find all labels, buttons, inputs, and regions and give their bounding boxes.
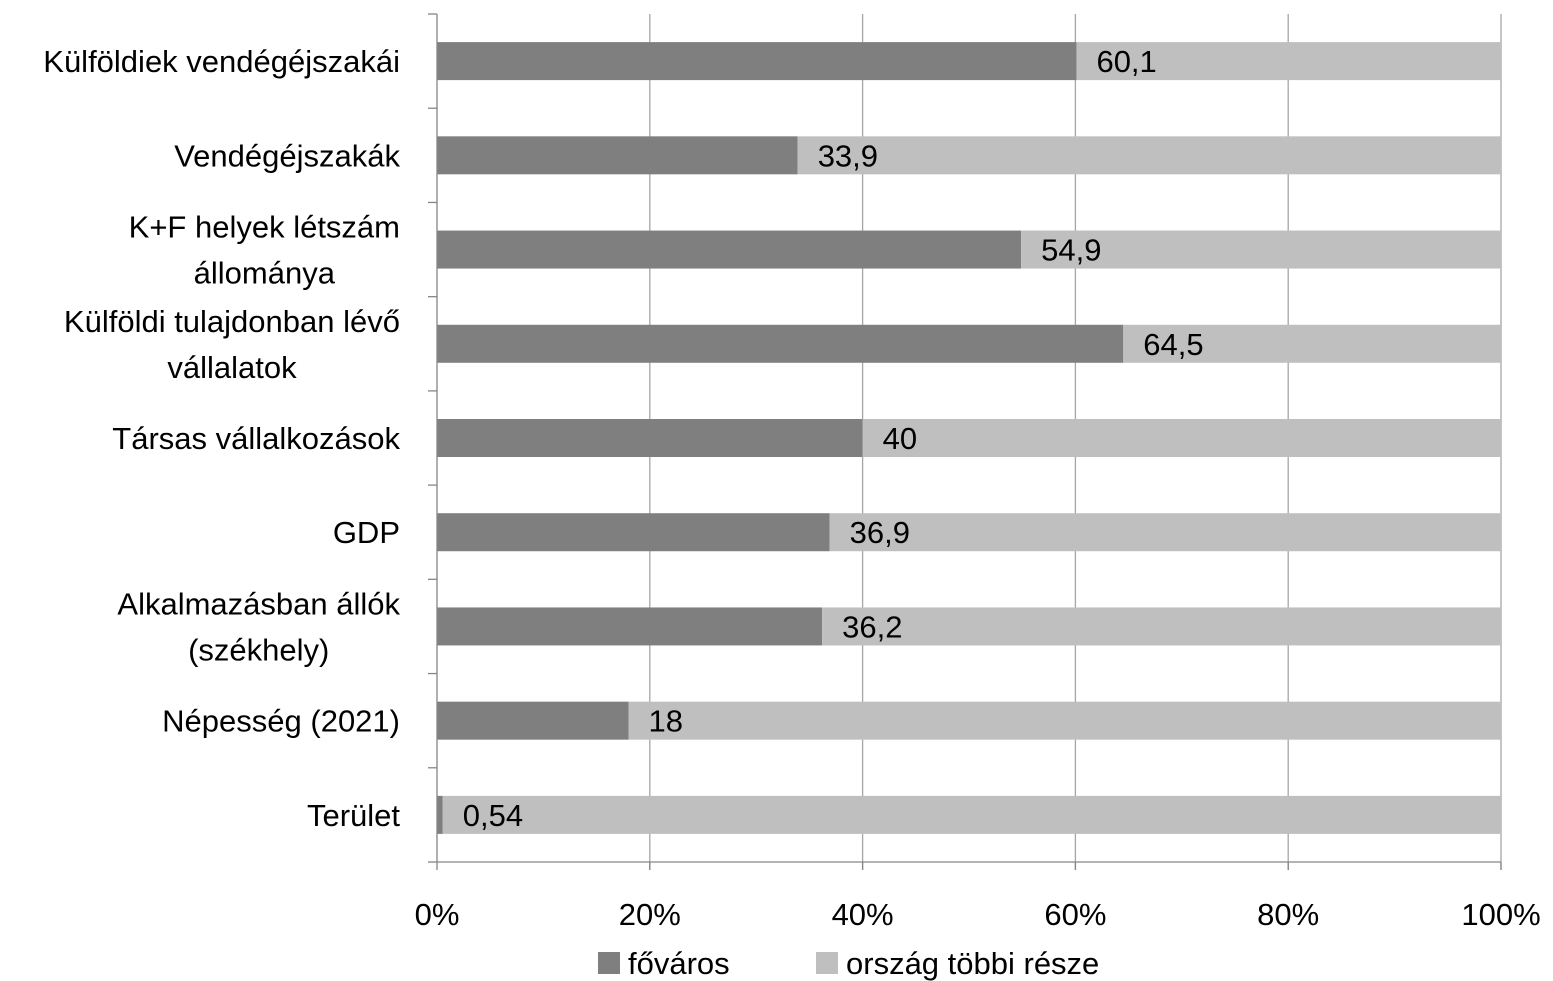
category-label: Alkalmazásban állók (székhely) bbox=[117, 586, 400, 667]
legend: főváros ország többi része bbox=[598, 946, 1099, 981]
category-labels: Külföldiek vendégéjszakái Vendégéjszakák K… bbox=[43, 44, 400, 833]
bar-orszag bbox=[442, 795, 1501, 834]
category-label: Külföldi tulajdonban lévő vállalatok bbox=[64, 304, 400, 385]
data-label: 60,1 bbox=[1096, 44, 1156, 79]
category-label: Népesség (2021) bbox=[162, 704, 400, 739]
category-label: Terület bbox=[307, 798, 400, 833]
bar-fovaros bbox=[437, 795, 443, 834]
data-label: 36,9 bbox=[850, 515, 910, 550]
bars bbox=[437, 42, 1501, 834]
bar-fovaros bbox=[437, 230, 1022, 269]
category-label: GDP bbox=[333, 515, 400, 550]
bar-fovaros bbox=[437, 701, 629, 740]
x-tick-label: 20% bbox=[619, 897, 681, 932]
bar-orszag bbox=[1021, 230, 1501, 269]
data-label: 0,54 bbox=[463, 798, 523, 833]
category-label: K+F helyek létszám állománya bbox=[129, 210, 400, 291]
x-tick-label: 0% bbox=[415, 897, 460, 932]
legend-swatch-orszag bbox=[816, 952, 838, 974]
data-label: 64,5 bbox=[1143, 327, 1203, 362]
bar-orszag bbox=[822, 607, 1501, 646]
legend-label-orszag: ország többi része bbox=[846, 946, 1099, 981]
bar-fovaros bbox=[437, 324, 1124, 363]
bar-fovaros bbox=[437, 136, 798, 175]
category-label: Külföldiek vendégéjszakái bbox=[43, 44, 400, 79]
data-label: 33,9 bbox=[818, 138, 878, 173]
data-label: 54,9 bbox=[1041, 233, 1101, 268]
x-tick-label: 80% bbox=[1257, 897, 1319, 932]
legend-label-fovaros: főváros bbox=[628, 946, 730, 981]
axes bbox=[428, 13, 1502, 870]
x-tick-label: 40% bbox=[832, 897, 894, 932]
bar-fovaros bbox=[437, 607, 823, 646]
data-label: 40 bbox=[883, 421, 917, 456]
bar-fovaros bbox=[437, 419, 863, 457]
data-labels: 60,1 33,9 54,9 64,5 40 36,9 36,2 18 0,54 bbox=[463, 44, 1204, 833]
bar-orszag bbox=[628, 701, 1501, 740]
data-label: 18 bbox=[649, 704, 683, 739]
bar-orszag bbox=[829, 513, 1501, 552]
bar-orszag bbox=[862, 419, 1501, 457]
bar-orszag bbox=[1123, 324, 1501, 363]
bar-fovaros bbox=[437, 513, 830, 552]
bar-orszag bbox=[1076, 42, 1501, 81]
category-label: Vendégéjszakák bbox=[174, 138, 400, 173]
bar-fovaros bbox=[437, 42, 1077, 81]
x-tick-labels: 0% 20% 40% 60% 80% 100% bbox=[415, 897, 1541, 932]
x-tick-label: 100% bbox=[1461, 897, 1540, 932]
category-label: Társas vállalkozások bbox=[112, 421, 400, 456]
legend-swatch-fovaros bbox=[598, 952, 620, 974]
bar-orszag bbox=[797, 136, 1501, 175]
x-tick-label: 60% bbox=[1044, 897, 1106, 932]
data-label: 36,2 bbox=[842, 609, 902, 644]
